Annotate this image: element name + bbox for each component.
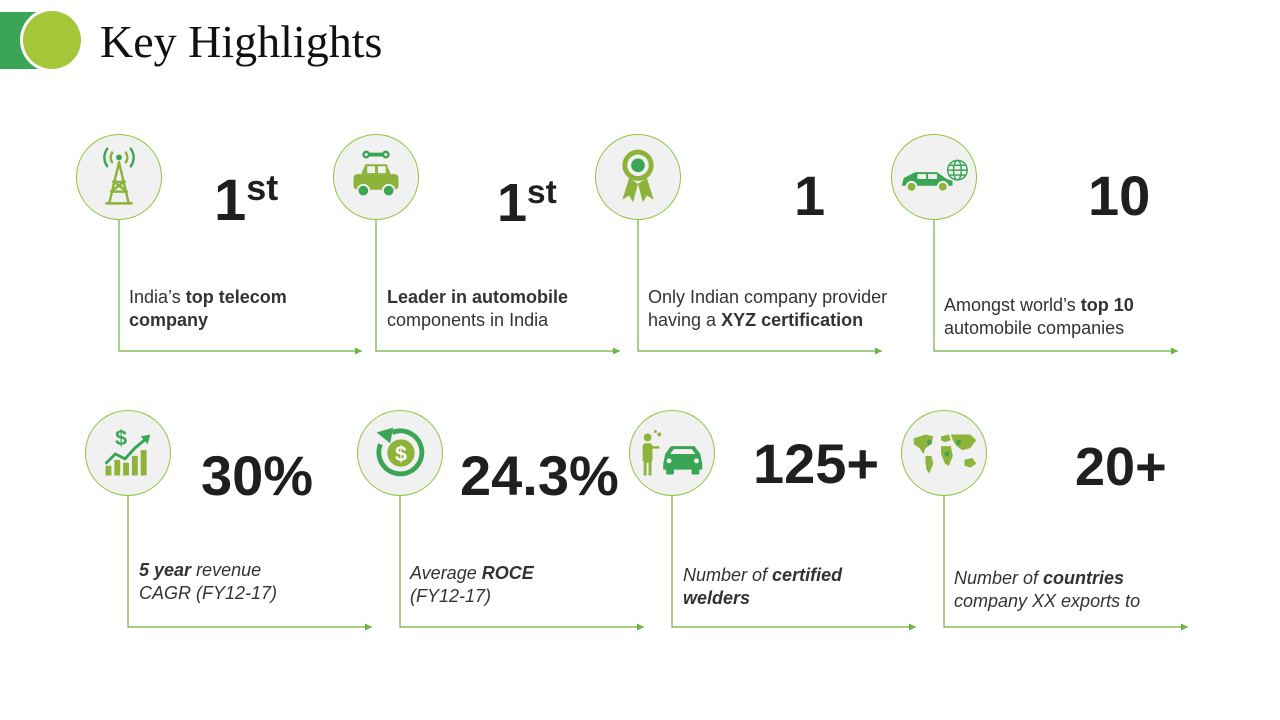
highlight-value-6: 24.3% — [460, 444, 619, 507]
welder-car-icon — [629, 410, 715, 496]
title-accent-shape — [0, 8, 84, 72]
highlight-desc-1: India’s top telecom company — [129, 287, 287, 330]
highlight-desc-2: Leader in automobile components in India — [387, 287, 569, 330]
highlight-value-2: 1st — [497, 173, 557, 233]
highlight-desc-8: Number of countries company XX exports t… — [954, 568, 1141, 611]
world-map-icon — [901, 410, 987, 496]
telecom-tower-icon — [76, 134, 162, 220]
highlight-value-5: 30% — [201, 444, 314, 507]
car-repair-icon — [333, 134, 419, 220]
highlight-value-4: 10 — [1088, 164, 1151, 227]
highlight-value-3: 1 — [794, 164, 826, 227]
highlight-desc-6: Average ROCE (FY12-17) — [410, 563, 534, 606]
highlight-desc-4: Amongst world’s top 10 automobile compan… — [944, 295, 1134, 338]
dollar-cycle-icon: $ — [357, 410, 443, 496]
award-ribbon-icon — [595, 134, 681, 220]
highlight-value-7: 125+ — [753, 432, 880, 495]
highlight-desc-3: Only Indian company provider having a XY… — [648, 287, 888, 330]
highlight-desc-7: Number of certified welders — [683, 565, 843, 608]
dollar-growth-chart-icon: $ — [85, 410, 171, 496]
svg-text:$: $ — [115, 426, 127, 450]
highlight-value-1: 1st — [214, 167, 279, 233]
car-globe-icon — [891, 134, 977, 220]
highlight-desc-5: 5 year revenue CAGR (FY12-17) — [139, 560, 278, 603]
svg-text:$: $ — [395, 442, 407, 466]
page-title: Key Highlights — [100, 16, 383, 67]
highlight-value-8: 20+ — [1075, 437, 1167, 497]
